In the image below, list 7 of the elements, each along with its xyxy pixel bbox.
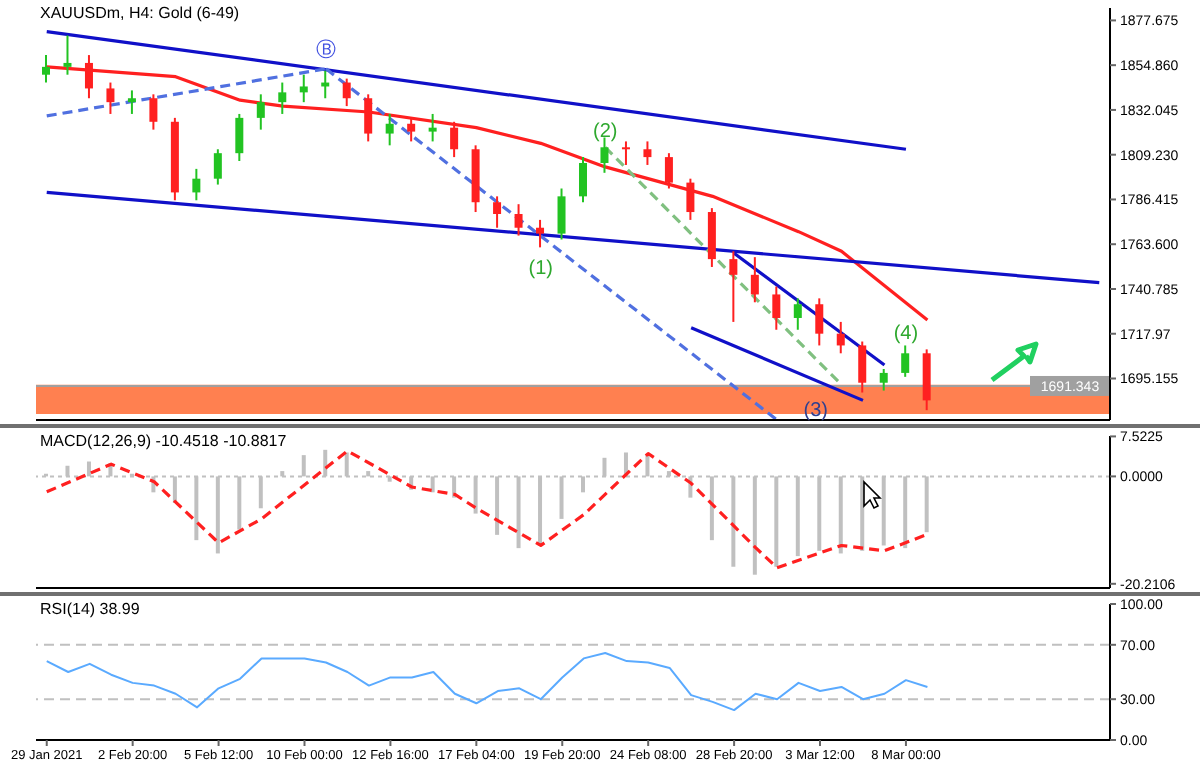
chart-title: RSI(14) 38.99 bbox=[40, 600, 140, 618]
annotation: Ⓑ bbox=[315, 38, 336, 63]
annotation: (1) bbox=[528, 258, 554, 281]
annotation: (2) bbox=[592, 120, 618, 143]
chart-title: MACD(12,26,9) -10.4518 -10.8817 bbox=[40, 432, 287, 450]
chart-title: XAUUSDm, H4: Gold (6-49) bbox=[40, 4, 240, 22]
annotation: (4) bbox=[893, 322, 919, 345]
